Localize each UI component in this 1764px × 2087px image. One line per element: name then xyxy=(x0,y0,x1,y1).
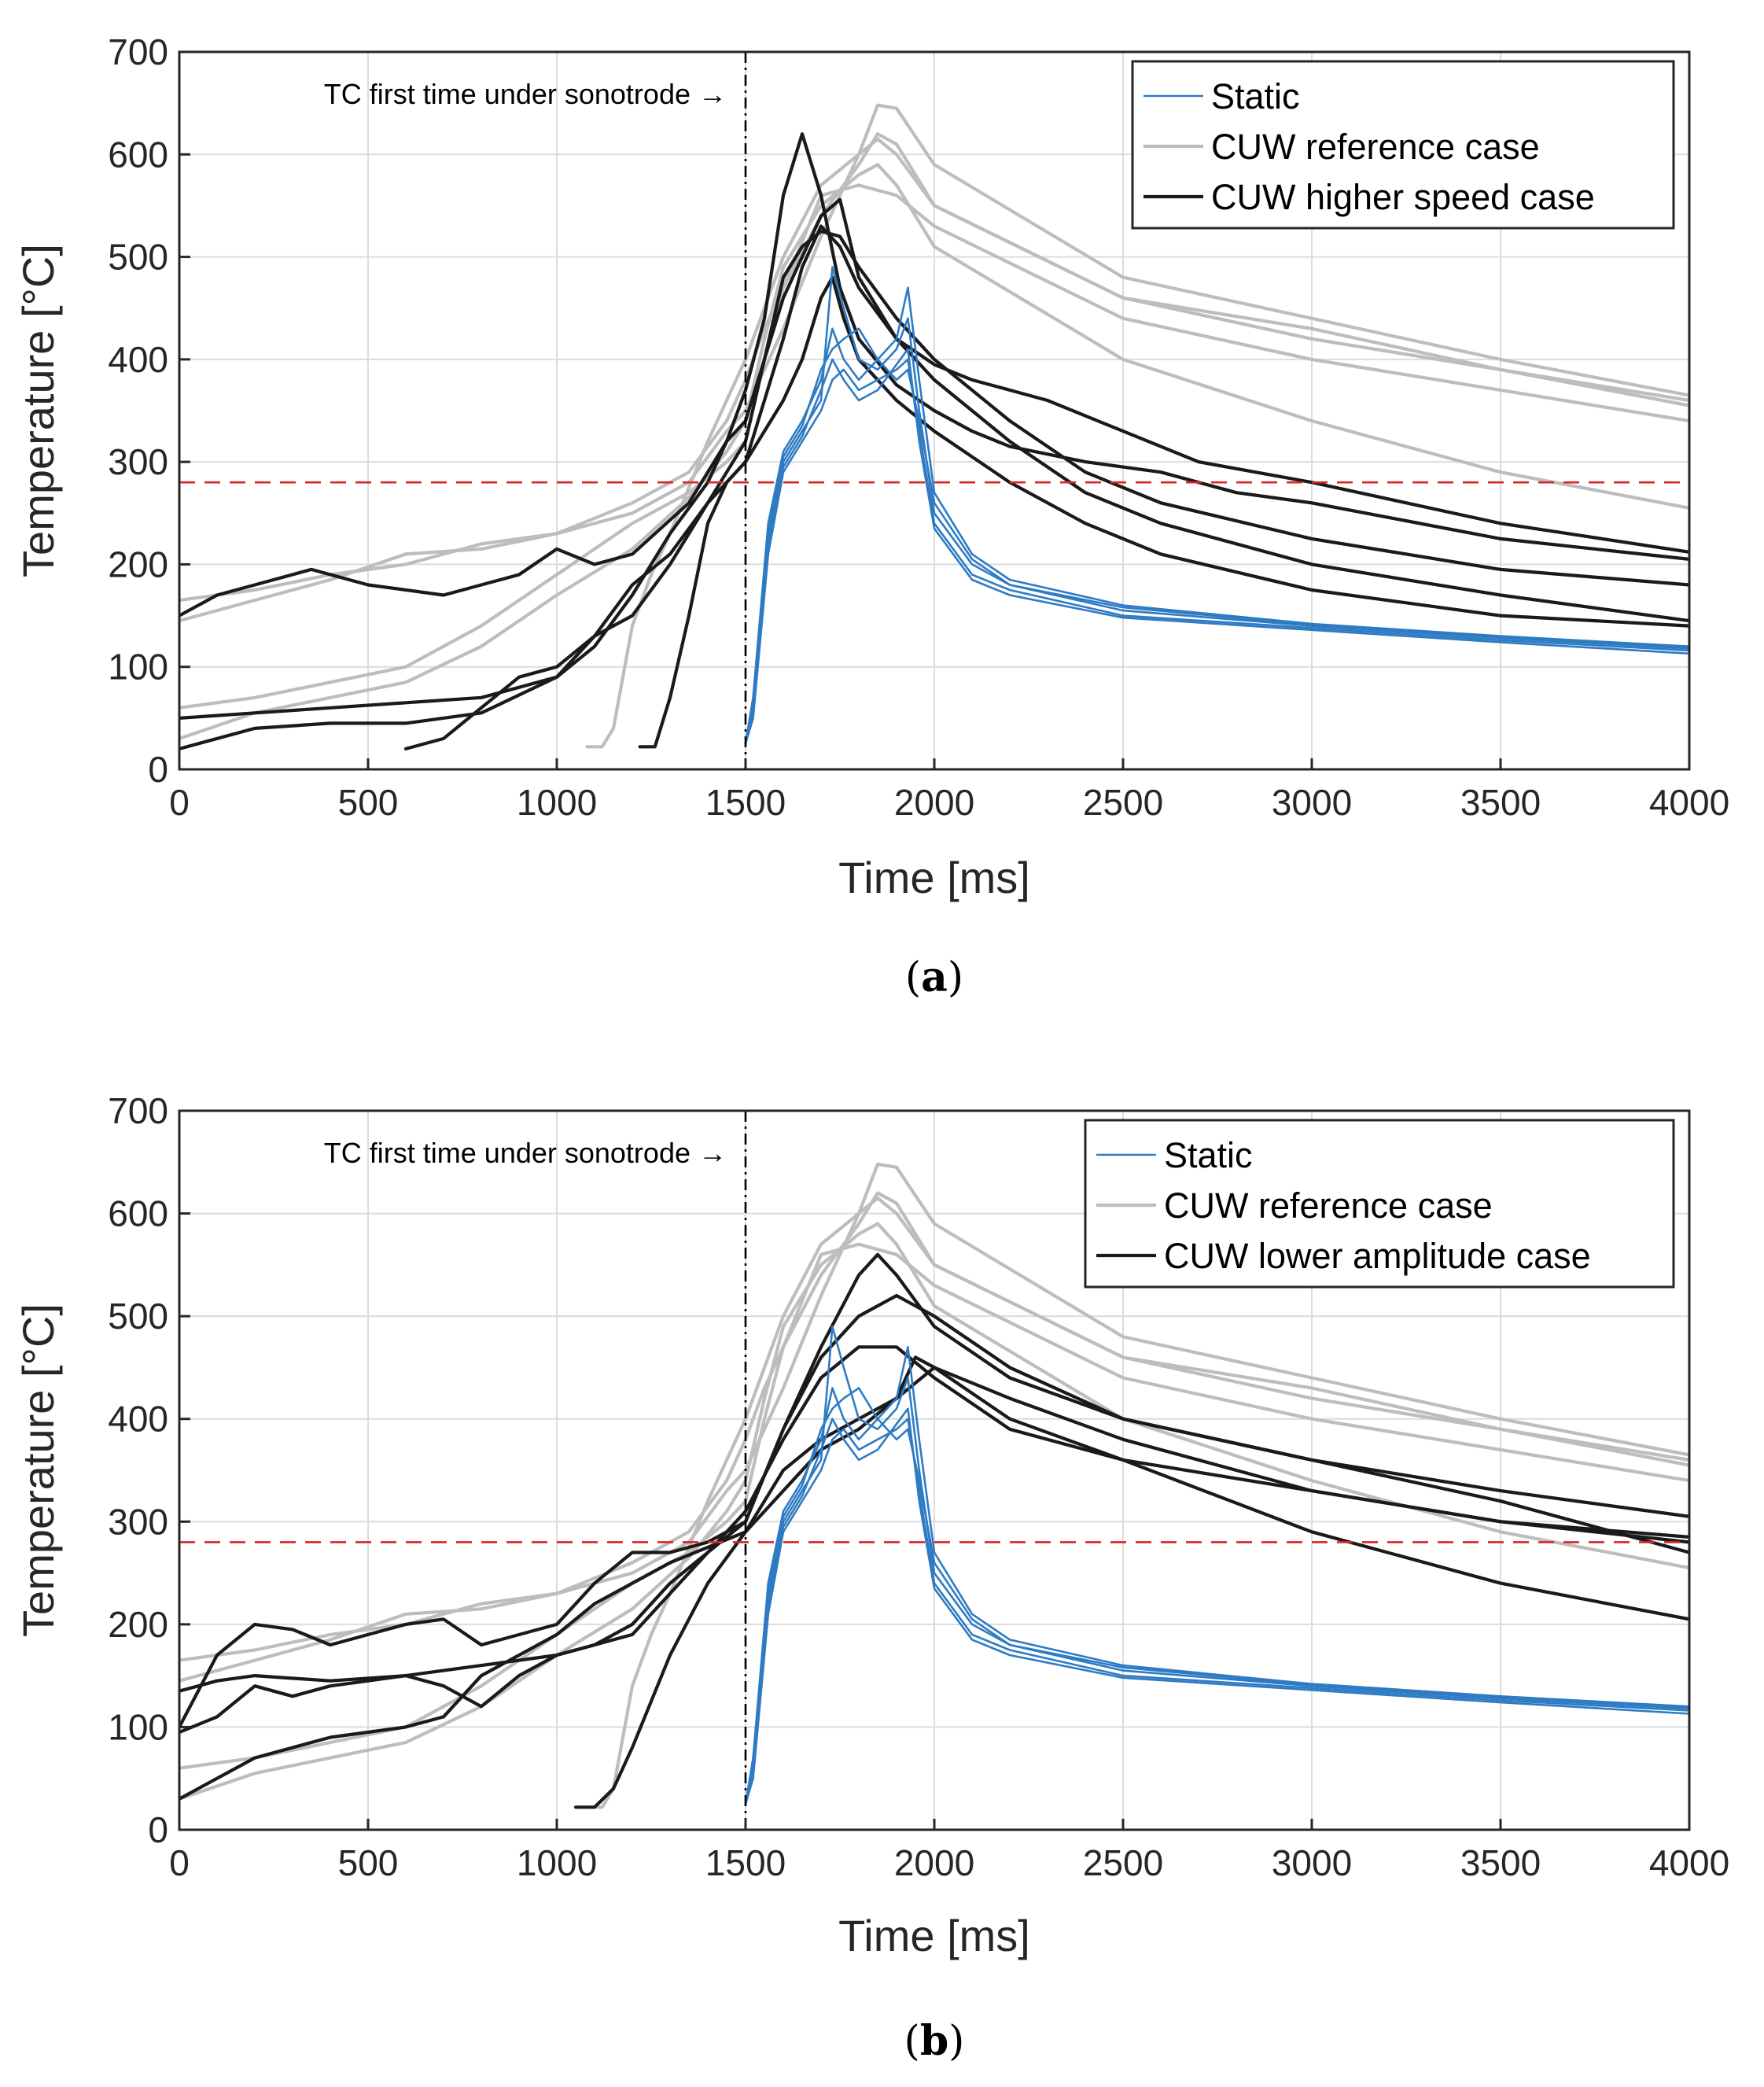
x-tick-label: 0 xyxy=(169,782,190,823)
series-line-static-4 xyxy=(744,1387,1689,1805)
y-tick-label: 300 xyxy=(108,1501,168,1542)
x-tick-label: 3500 xyxy=(1460,1842,1541,1883)
caption-open-paren: ( xyxy=(905,954,921,1001)
panel-caption: (b) xyxy=(904,2017,965,2065)
panel-caption: (a) xyxy=(905,953,963,1001)
series-line-variant-13 xyxy=(179,1345,1689,1735)
series-line-static-3 xyxy=(744,1418,1689,1805)
y-axis-label: Temperature [°C] xyxy=(13,1303,63,1637)
x-tick-label: 1000 xyxy=(517,1842,597,1883)
x-tick-label: 2500 xyxy=(1083,782,1163,823)
y-tick-label: 600 xyxy=(108,134,168,175)
y-tick-label: 200 xyxy=(108,544,168,584)
x-tick-label: 4000 xyxy=(1649,782,1729,823)
legend-label-static: Static xyxy=(1211,76,1300,116)
caption-letter: a xyxy=(921,953,948,1001)
x-axis-label: Time [ms] xyxy=(838,853,1030,902)
series-line-reference-10 xyxy=(585,137,1689,749)
legend-label-variant: CUW lower amplitude case xyxy=(1164,1236,1591,1276)
series-group xyxy=(179,103,1689,751)
y-tick-label: 300 xyxy=(108,441,168,482)
chart-panel-a: 0 500 1000 1500 2000 2500 3000 3500 4000 0 100 200 3… xyxy=(13,31,1729,1001)
y-tick-label: 500 xyxy=(108,237,168,278)
series-line-variant-13 xyxy=(179,229,1689,751)
sonotrode-annotation: TC first time under sonotrode → xyxy=(324,1137,727,1169)
x-tick-label: 3000 xyxy=(1272,782,1352,823)
series-line-variant-11 xyxy=(179,1252,1689,1729)
chart-panel-b: 0 500 1000 1500 2000 2500 3000 3500 4000 0 100 200 3… xyxy=(13,1090,1729,2065)
legend-label-static: Static xyxy=(1164,1135,1253,1175)
x-tick-label: 4000 xyxy=(1649,1842,1729,1883)
caption-close-paren: ) xyxy=(948,954,963,1001)
x-tick-label: 2000 xyxy=(894,1842,974,1883)
series-line-static-4 xyxy=(744,327,1689,745)
x-tick-label: 1500 xyxy=(705,1842,786,1883)
y-axis-label: Temperature [°C] xyxy=(13,244,63,577)
series-line-variant-14 xyxy=(403,224,1689,751)
series-line-reference-8 xyxy=(179,1242,1689,1770)
series-line-static-1 xyxy=(744,1325,1689,1805)
series-line-variant-15 xyxy=(573,1366,1689,1809)
x-tick-label: 500 xyxy=(338,1842,399,1883)
series-line-reference-6 xyxy=(179,1162,1689,1662)
series-group xyxy=(179,1162,1689,1809)
x-tick-label: 3000 xyxy=(1272,1842,1352,1883)
y-tick-label: 400 xyxy=(108,339,168,380)
series-line-static-2 xyxy=(744,1346,1689,1805)
sonotrode-annotation: TC first time under sonotrode → xyxy=(324,78,727,110)
x-tick-label: 2500 xyxy=(1083,1842,1163,1883)
y-tick-label: 400 xyxy=(108,1399,168,1440)
x-axis-label: Time [ms] xyxy=(838,1911,1030,1960)
caption-letter: b xyxy=(920,2017,948,2065)
legend-box xyxy=(1131,60,1675,230)
series-line-reference-6 xyxy=(179,103,1689,603)
series-line-static-3 xyxy=(744,358,1689,745)
x-tick-label: 3500 xyxy=(1460,782,1541,823)
y-tick-label: 100 xyxy=(108,647,168,688)
legend-box xyxy=(1084,1119,1675,1289)
y-tick-label: 700 xyxy=(108,31,168,72)
x-tick-label: 1500 xyxy=(705,782,786,823)
x-tick-label: 0 xyxy=(169,1842,190,1883)
x-tick-label: 500 xyxy=(338,782,399,823)
legend-label-reference: CUW reference case xyxy=(1164,1185,1493,1226)
x-tick-label: 1000 xyxy=(517,782,597,823)
x-tick-label: 2000 xyxy=(894,782,974,823)
y-tick-label: 700 xyxy=(108,1090,168,1131)
series-line-reference-9 xyxy=(179,1222,1689,1801)
series-line-static-2 xyxy=(744,286,1689,745)
series-line-static-5 xyxy=(744,1407,1689,1805)
y-tick-label: 200 xyxy=(108,1604,168,1645)
y-tick-label: 500 xyxy=(108,1296,168,1337)
caption-open-paren: ( xyxy=(904,2018,920,2065)
series-line-variant-12 xyxy=(179,197,1689,721)
series-line-static-1 xyxy=(744,266,1689,745)
y-tick-label: 0 xyxy=(148,1809,168,1850)
legend-label-variant: CUW higher speed case xyxy=(1211,177,1595,217)
series-line-static-5 xyxy=(744,348,1689,745)
series-line-variant-15 xyxy=(638,275,1689,749)
series-line-variant-12 xyxy=(179,1293,1689,1693)
y-tick-label: 100 xyxy=(108,1706,168,1747)
y-tick-label: 600 xyxy=(108,1193,168,1234)
series-line-reference-9 xyxy=(179,163,1689,741)
series-line-reference-10 xyxy=(585,1196,1689,1809)
legend-label-reference: CUW reference case xyxy=(1211,127,1540,167)
series-line-variant-11 xyxy=(179,132,1689,618)
caption-close-paren: ) xyxy=(948,2018,964,2065)
y-tick-label: 0 xyxy=(148,749,168,790)
